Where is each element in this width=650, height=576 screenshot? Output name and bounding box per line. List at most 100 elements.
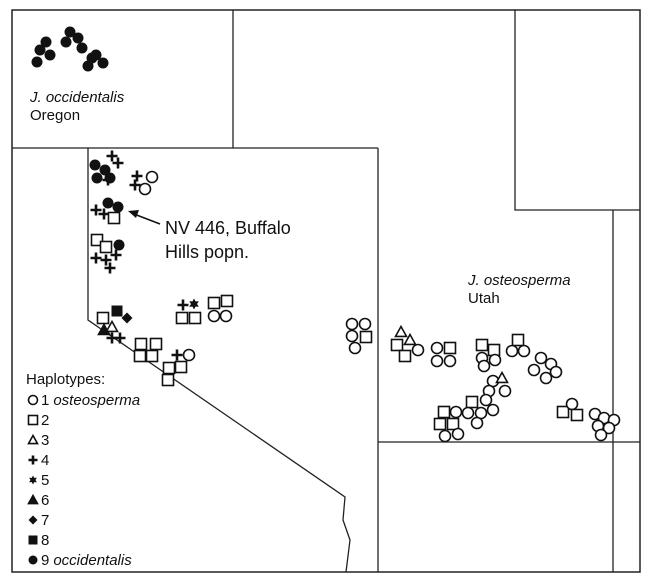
open-square: [475, 338, 489, 352]
legend-item: 5: [41, 472, 49, 489]
open-triangle: [495, 370, 509, 384]
plus: [106, 150, 118, 162]
open-square: [161, 373, 175, 387]
open-square: [465, 395, 479, 409]
open-circle: [430, 354, 444, 368]
open-square: [133, 349, 147, 363]
filled-triangle: [27, 493, 39, 505]
legend-item: 1 osteosperma: [41, 392, 140, 409]
plus: [131, 170, 143, 182]
open-triangle: [105, 319, 119, 333]
open-circle: [451, 427, 465, 441]
diamond: [28, 515, 38, 525]
plus: [112, 157, 124, 169]
legend-item: 8: [41, 532, 49, 549]
filled-circle: [72, 32, 84, 44]
open-circle: [145, 170, 159, 184]
star: [189, 298, 199, 310]
filled-square: [111, 305, 123, 317]
open-circle: [498, 384, 512, 398]
legend-item: 6: [41, 492, 49, 509]
legend-number: 6: [41, 492, 49, 509]
state-borders: [12, 10, 640, 573]
legend-item: 3: [41, 432, 49, 449]
filled-circle: [64, 26, 76, 38]
open-circle: [449, 405, 463, 419]
map-frame: [11, 9, 641, 573]
filled-circle: [40, 36, 52, 48]
filled-circle: [112, 201, 124, 213]
open-square: [437, 405, 451, 419]
open-square: [511, 333, 525, 347]
filled-circle: [104, 172, 116, 184]
open-circle: [348, 341, 362, 355]
open-square: [107, 211, 121, 225]
open-square: [390, 338, 404, 352]
legend-item: 4: [41, 452, 49, 469]
legend-number: 3: [41, 432, 49, 449]
open-square: [207, 296, 221, 310]
filled-circle: [91, 172, 103, 184]
open-square: [433, 417, 447, 431]
star: [29, 475, 37, 485]
filled-circle: [31, 56, 43, 68]
open-circle: [443, 354, 457, 368]
open-square: [145, 349, 159, 363]
open-square: [27, 414, 39, 426]
plus: [98, 208, 110, 220]
legend-number: 1: [41, 392, 49, 409]
filled-circle: [44, 49, 56, 61]
open-square: [162, 361, 176, 375]
open-square: [398, 349, 412, 363]
plus: [110, 249, 122, 261]
open-circle: [470, 416, 484, 430]
filled-square: [28, 535, 38, 545]
open-circle: [27, 394, 39, 406]
open-triangle: [27, 433, 39, 445]
filled-circle: [102, 197, 114, 209]
legend-item: 2: [41, 412, 49, 429]
callout-label: Hills popn.: [165, 242, 249, 262]
open-circle: [461, 406, 475, 420]
plus: [171, 349, 183, 361]
site-markers: [31, 26, 621, 443]
filled-circle: [113, 239, 125, 251]
open-circle: [345, 329, 359, 343]
open-circle: [479, 393, 493, 407]
plus: [177, 299, 189, 311]
open-circle: [345, 317, 359, 331]
open-square: [175, 311, 189, 325]
open-circle: [594, 428, 608, 442]
callout-label: NV 446, Buffalo: [165, 218, 291, 238]
open-circle: [565, 397, 579, 411]
open-circle: [358, 317, 372, 331]
arrow: [128, 210, 161, 225]
open-square: [188, 311, 202, 325]
open-square: [446, 417, 460, 431]
open-circle: [527, 363, 541, 377]
open-square: [556, 405, 570, 419]
open-square: [570, 408, 584, 422]
open-square: [90, 233, 104, 247]
legend-title: Haplotypes:: [26, 371, 105, 388]
filled-circle: [99, 164, 111, 176]
open-circle: [486, 403, 500, 417]
legend-name: osteosperma: [53, 392, 140, 409]
open-circle: [517, 344, 531, 358]
legend-number: 5: [41, 472, 49, 489]
open-square: [174, 360, 188, 374]
open-square: [359, 330, 373, 344]
open-circle: [411, 343, 425, 357]
open-square: [96, 311, 110, 325]
open-square: [443, 341, 457, 355]
species-label: J. occidentalis: [29, 89, 125, 106]
legend-item: 7: [41, 512, 49, 529]
open-circle: [207, 309, 221, 323]
species-label: J. osteosperma: [467, 272, 571, 289]
plus: [100, 254, 112, 266]
legend-number: 9: [41, 552, 49, 569]
legend-number: 4: [41, 452, 49, 469]
filled-circle: [97, 57, 109, 69]
open-square: [220, 294, 234, 308]
